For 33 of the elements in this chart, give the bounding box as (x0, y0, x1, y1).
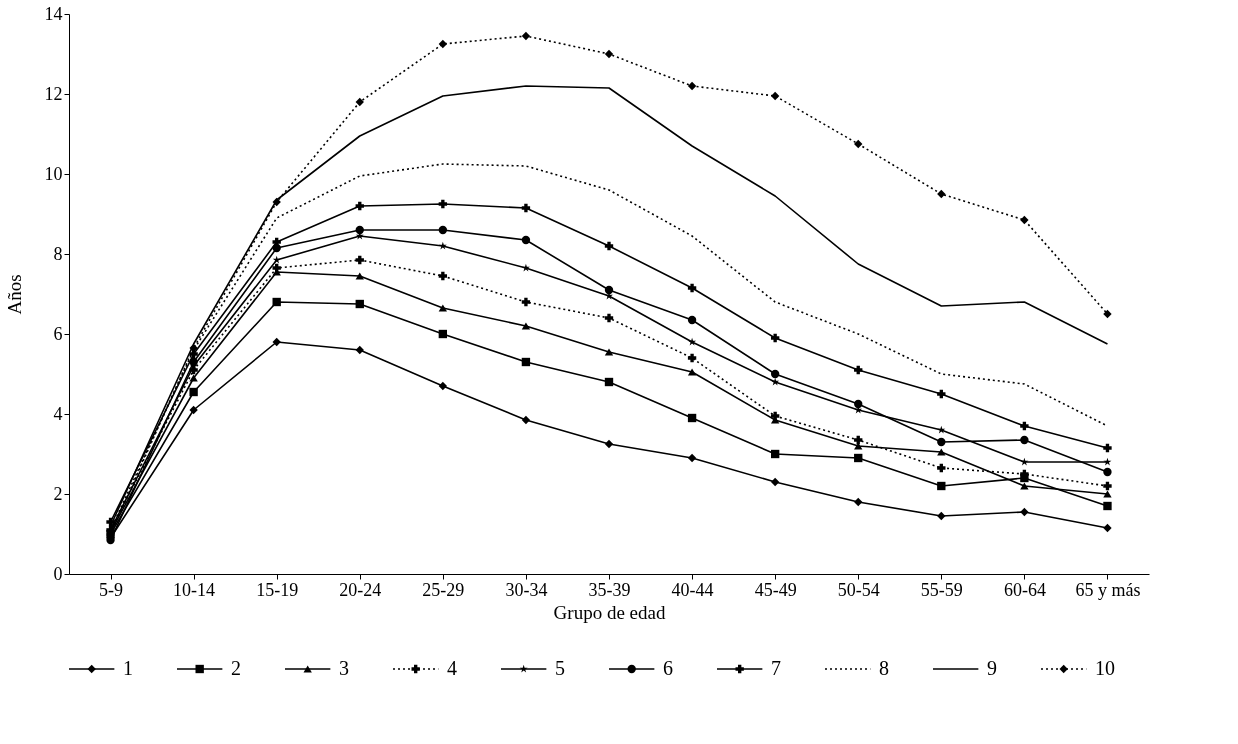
legend-label: 4 (447, 657, 457, 679)
legend-label: 2 (231, 657, 241, 679)
legend-label: 9 (987, 657, 997, 679)
legend-label: 8 (879, 657, 889, 679)
y-tick-label: 0 (53, 563, 63, 584)
x-tick-label: 40-44 (671, 579, 714, 600)
x-tick-label: 30-34 (505, 579, 548, 600)
x-tick-label: 25-29 (422, 579, 465, 600)
x-tick-label: 60-64 (1003, 579, 1046, 600)
x-tick-label: 10-14 (173, 579, 216, 600)
y-tick-label: 2 (53, 483, 63, 504)
legend-label: 5 (555, 657, 565, 679)
legend-label: 1 (123, 657, 133, 679)
x-tick-label: 55-59 (920, 579, 963, 600)
x-axis-title: Grupo de edad (553, 601, 666, 623)
x-tick-label: 35-39 (588, 579, 631, 600)
y-axis-title: Años (3, 274, 25, 315)
legend-label: 6 (663, 657, 673, 679)
legend-label: 3 (339, 657, 349, 679)
y-tick-label: 4 (53, 403, 63, 424)
x-tick-label: 50-54 (837, 579, 880, 600)
y-tick-label: 10 (44, 163, 63, 184)
x-tick-label: 65 y más (1075, 579, 1141, 600)
y-tick-label: 12 (44, 83, 63, 104)
y-tick-label: 8 (53, 243, 63, 264)
x-tick-label: 45-49 (754, 579, 797, 600)
legend-label: 7 (771, 657, 781, 679)
y-tick-label: 6 (53, 323, 63, 344)
x-tick-label: 5-9 (99, 579, 124, 600)
x-tick-label: 20-24 (339, 579, 382, 600)
x-tick-label: 15-19 (256, 579, 299, 600)
legend-label: 10 (1095, 657, 1115, 679)
y-tick-label: 14 (44, 3, 63, 24)
